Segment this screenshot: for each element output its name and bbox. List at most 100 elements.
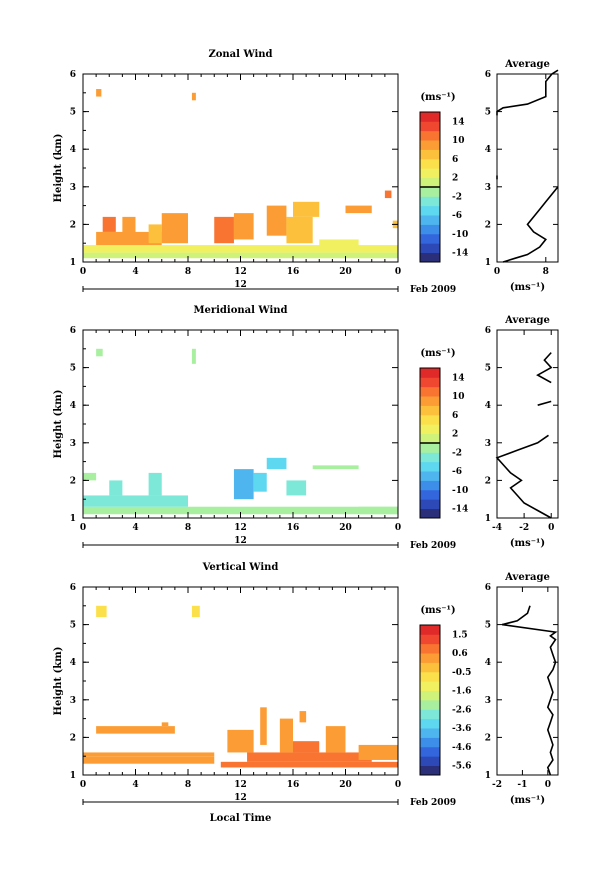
y-tick-label: 4 xyxy=(70,401,76,411)
colorbar-tick-label: -6 xyxy=(452,211,462,221)
colorbar-swatch xyxy=(420,215,440,225)
average-profile-line xyxy=(501,605,531,626)
y-tick-label: 3 xyxy=(70,183,76,193)
average-profile-line xyxy=(537,400,552,406)
average-y-tick-label: 6 xyxy=(485,326,491,336)
colorbar-swatch xyxy=(420,634,440,645)
average-y-tick-label: 4 xyxy=(485,145,491,155)
y-tick-label: 4 xyxy=(70,145,76,155)
average-y-tick-label: 3 xyxy=(485,696,491,706)
heatmap-cell xyxy=(233,213,254,240)
average-y-tick-label: 4 xyxy=(485,658,491,668)
colorbar-swatch xyxy=(420,177,440,188)
average-x-tick-label: 0 xyxy=(494,267,500,277)
date-label: Feb 2009 xyxy=(410,541,456,551)
average-x-tick-label: -2 xyxy=(492,780,502,790)
heatmap-cell xyxy=(286,216,313,244)
y-tick-label: 5 xyxy=(70,621,76,631)
heatmap-cell xyxy=(358,744,398,760)
colorbar-swatch xyxy=(420,489,440,500)
colorbar-swatch xyxy=(420,130,440,141)
x-tick-label: 0 xyxy=(395,267,401,277)
heatmap-cell xyxy=(319,239,359,247)
y-tick-label: 6 xyxy=(70,326,76,336)
colorbar-swatch xyxy=(420,690,440,701)
heatmap-cell xyxy=(266,205,287,236)
heatmap-cell xyxy=(286,480,307,496)
colorbar-tick-label: -3.6 xyxy=(452,724,471,734)
colorbar-tick-label: -0.5 xyxy=(452,668,471,678)
colorbar-swatch xyxy=(420,243,440,254)
heatmap-cell xyxy=(220,761,398,768)
x-tick-label: 12 xyxy=(234,267,247,277)
y-tick-label: 1 xyxy=(70,258,76,268)
x-tick-label: 16 xyxy=(287,523,300,533)
colorbar-swatch xyxy=(420,681,440,692)
heatmap-cell xyxy=(253,472,267,492)
heatmap-cell xyxy=(312,465,359,470)
colorbar-swatch xyxy=(420,443,440,453)
average-x-label: (ms⁻¹) xyxy=(510,795,545,806)
colorbar-tick-label: 1.5 xyxy=(452,630,468,640)
panel-title: Zonal Wind xyxy=(208,49,272,60)
colorbar-tick-label: -2 xyxy=(452,448,462,458)
colorbar-tick-label: 10 xyxy=(452,136,465,146)
colorbar-swatch xyxy=(420,396,440,406)
colorbar-unit: (ms⁻¹) xyxy=(420,92,455,103)
colorbar-tick-label: -5.6 xyxy=(452,762,471,772)
colorbar-swatch xyxy=(420,625,440,635)
average-y-tick-label: 2 xyxy=(485,733,491,743)
heatmap-cell xyxy=(227,729,254,753)
colorbar-swatch xyxy=(420,433,440,444)
average-x-tick-label: -2 xyxy=(519,523,529,533)
average-y-tick-label: 3 xyxy=(485,183,491,193)
y-tick-label: 1 xyxy=(70,514,76,524)
heatmap-cell xyxy=(161,722,169,727)
colorbar-swatch xyxy=(420,756,440,767)
heatmap-cell xyxy=(96,89,102,97)
x-tick-label: 16 xyxy=(287,780,300,790)
colorbar-unit: (ms⁻¹) xyxy=(420,348,455,359)
y-tick-label: 5 xyxy=(70,364,76,374)
day-label: 12 xyxy=(234,280,247,290)
x-tick-label: 20 xyxy=(339,780,352,790)
average-y-tick-label: 2 xyxy=(485,220,491,230)
average-profile-line xyxy=(502,186,559,263)
heatmap-cell xyxy=(384,190,392,199)
heatmap-cell xyxy=(260,707,267,745)
colorbar-swatch xyxy=(420,424,440,435)
heatmap-cell xyxy=(83,495,188,507)
date-label: Feb 2009 xyxy=(410,798,456,808)
y-tick-label: 5 xyxy=(70,108,76,118)
y-tick-label: 2 xyxy=(70,220,76,230)
colorbar-swatch xyxy=(420,746,440,757)
colorbar-swatch xyxy=(420,233,440,244)
heatmap-cell xyxy=(358,506,398,515)
average-y-tick-label: 3 xyxy=(485,439,491,449)
heatmap-cell xyxy=(122,216,136,240)
colorbar-swatch xyxy=(420,386,440,397)
colorbar-tick-label: -2.6 xyxy=(452,705,471,715)
colorbar-tick-label: 14 xyxy=(452,373,465,383)
average-x-tick-label: 0 xyxy=(545,780,551,790)
colorbar-tick-label: 6 xyxy=(452,411,458,421)
average-profile-line xyxy=(495,434,552,519)
average-y-tick-label: 5 xyxy=(485,621,491,631)
x-tick-label: 4 xyxy=(132,523,138,533)
colorbar-frame xyxy=(419,624,441,776)
y-axis-label: Height (km) xyxy=(53,647,64,716)
average-x-tick-label: 8 xyxy=(543,267,549,277)
average-title: Average xyxy=(504,572,550,583)
heatmap-cell xyxy=(83,245,398,253)
average-y-tick-label: 1 xyxy=(485,771,491,781)
x-tick-label: 8 xyxy=(185,780,191,790)
colorbar-swatch xyxy=(420,671,440,682)
day-label: 12 xyxy=(234,793,247,803)
colorbar-tick-label: -1.6 xyxy=(452,687,471,697)
average-profile-line xyxy=(536,352,553,384)
colorbar-swatch xyxy=(420,149,440,160)
average-y-tick-label: 6 xyxy=(485,70,491,80)
average-y-tick-label: 5 xyxy=(485,108,491,118)
colorbar-swatch xyxy=(420,461,440,472)
